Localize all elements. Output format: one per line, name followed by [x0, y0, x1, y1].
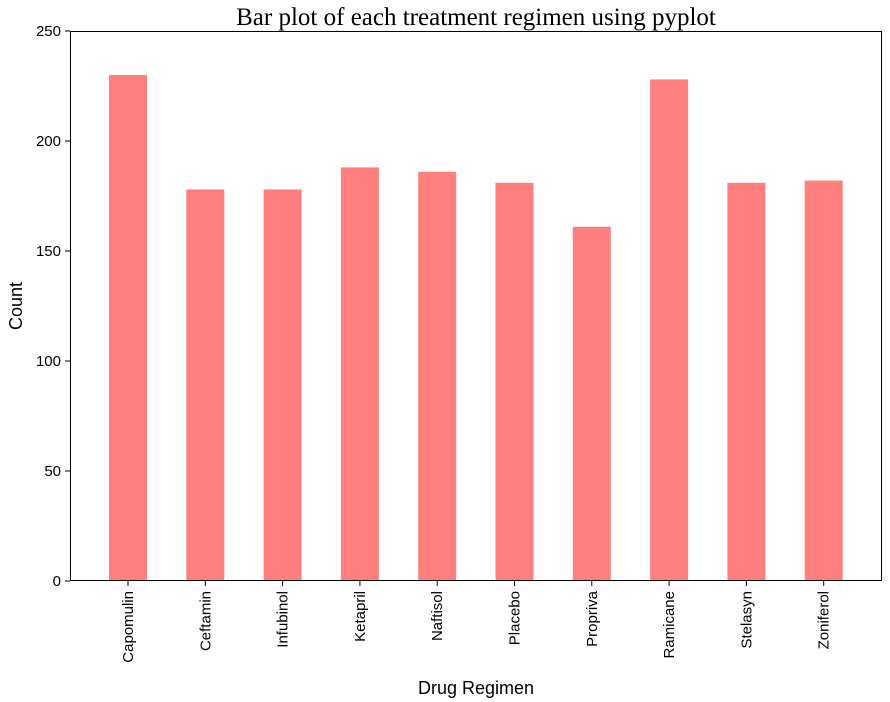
y-tick-label: 100 [36, 353, 61, 370]
bar-ketapril [340, 167, 379, 581]
y-tick-label: 150 [36, 243, 61, 260]
y-tick-label: 200 [36, 133, 61, 150]
bar-placebo [495, 182, 534, 582]
x-tick-label: Naftisol [429, 591, 446, 641]
x-tick-label: Capomulin [120, 591, 137, 663]
bar-ceftamin [186, 189, 225, 581]
x-tick-label: Placebo [507, 591, 524, 645]
x-tick-label: Zoniferol [816, 591, 833, 649]
y-tick-label: 50 [44, 463, 61, 480]
bars [109, 75, 843, 582]
bar-zoniferol [804, 180, 843, 581]
bar-propriva [572, 226, 611, 582]
x-tick-label: Ramicane [661, 591, 678, 659]
bar-ramicane [650, 79, 689, 582]
x-tick-label: Ceftamin [197, 591, 214, 651]
bar-naftisol [418, 171, 457, 582]
bar-infubinol [263, 189, 302, 581]
bar-stelasyn [727, 182, 766, 582]
y-axis-label: Count [6, 282, 26, 330]
x-axis-ticks: Capomulin Ceftamin Infubinol Ketapril Naftis… [120, 581, 833, 663]
plot-frame [70, 31, 882, 581]
x-tick-label: Ketapril [352, 591, 369, 642]
y-axis-ticks: 0 50 100 150 200 250 [36, 23, 70, 590]
chart-title: Bar plot of each treatment regimen using… [236, 4, 716, 31]
y-tick-label: 250 [36, 23, 61, 40]
x-tick-label: Propriva [584, 590, 601, 647]
bar-capomulin [109, 75, 147, 581]
y-tick-label: 0 [53, 573, 61, 590]
x-axis-label: Drug Regimen [418, 678, 534, 698]
x-tick-label: Stelasyn [738, 591, 755, 649]
x-tick-label: Infubinol [275, 591, 292, 648]
